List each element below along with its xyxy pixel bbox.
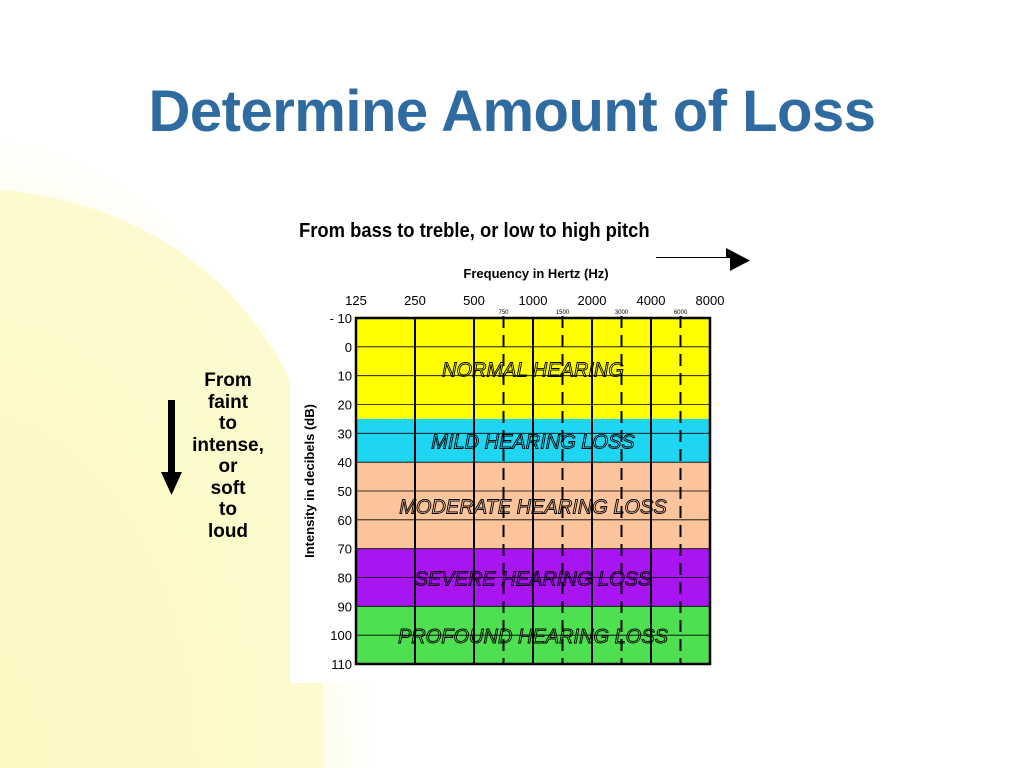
half-octave-label: 6000	[674, 310, 688, 316]
frequency-label: 8000	[696, 293, 725, 308]
db-tick-label: 40	[338, 455, 352, 470]
db-tick-label: 30	[338, 426, 352, 441]
frequency-label: 125	[345, 293, 367, 308]
db-tick-label: 100	[330, 628, 352, 643]
db-tick-label: - 10	[330, 311, 352, 326]
half-octave-label: 1500	[556, 310, 570, 316]
frequency-label: 4000	[637, 293, 666, 308]
intensity-note-line: soft	[210, 477, 246, 499]
frequency-label: 250	[404, 293, 426, 308]
intensity-note-line: to	[219, 413, 237, 434]
db-tick-label: 10	[338, 369, 352, 384]
intensity-note-line: From	[204, 370, 252, 391]
intensity-note: From faint to intense, or soft to loud	[186, 370, 270, 542]
db-tick-label: 50	[338, 484, 352, 499]
frequency-label: 500	[463, 293, 485, 308]
frequency-label: 2000	[578, 293, 607, 308]
intensity-note-line: to	[219, 499, 237, 520]
axis-labels: - 10 0 10 20 30 40 50 60 70 80 90 100 110 125 250 500 10…	[330, 293, 725, 672]
db-tick-label: 20	[338, 398, 352, 413]
db-tick-label: 70	[338, 542, 352, 557]
y-axis-title: Intensity in decibels (dB)	[302, 404, 317, 558]
audiogram-chart: Frequency in Hertz (Hz) Intensity in dec…	[290, 258, 730, 683]
half-octave-label: 750	[498, 310, 509, 316]
intensity-note-line: faint	[207, 391, 249, 413]
db-tick-label: 90	[338, 599, 352, 614]
frequency-label: 1000	[519, 293, 548, 308]
grid-lines	[354, 316, 712, 666]
pitch-caption: From bass to treble, or low to high pitc…	[299, 220, 650, 242]
db-tick-label: 110	[331, 657, 352, 672]
db-tick-label: 60	[338, 513, 352, 528]
arrow-down-icon	[161, 400, 182, 495]
db-tick-label: 80	[338, 571, 352, 586]
slide-title: Determine Amount of Loss	[148, 79, 876, 144]
chart-border	[354, 316, 712, 666]
x-axis-title: Frequency in Hertz (Hz)	[463, 266, 608, 281]
db-tick-label: 0	[345, 340, 352, 355]
intensity-note-line: loud	[207, 520, 249, 542]
half-octave-label: 3000	[615, 310, 629, 316]
intensity-note-line: or	[218, 456, 238, 477]
intensity-note-line: intense,	[192, 434, 264, 456]
